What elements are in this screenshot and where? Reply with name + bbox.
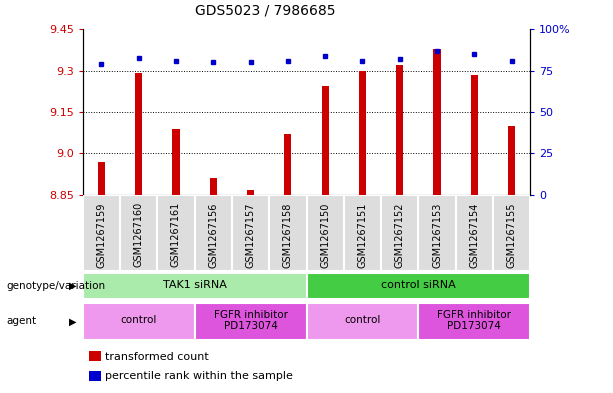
Text: ▶: ▶ (69, 281, 77, 291)
Text: genotype/variation: genotype/variation (6, 281, 105, 291)
Bar (83, 303, 195, 340)
Bar (455, 195, 493, 271)
Bar (269, 195, 306, 271)
Bar (306, 195, 344, 271)
Bar (195, 195, 232, 271)
Bar (210, 178, 217, 195)
Text: control: control (345, 316, 381, 325)
Text: transformed count: transformed count (105, 351, 209, 362)
Bar (306, 303, 418, 340)
Bar (396, 65, 403, 195)
Text: control siRNA: control siRNA (381, 280, 455, 290)
Bar (306, 273, 530, 299)
Bar (359, 71, 366, 195)
Text: ▶: ▶ (69, 316, 77, 326)
Text: FGFR inhibitor
PD173074: FGFR inhibitor PD173074 (213, 310, 287, 331)
Bar (418, 303, 530, 340)
Text: GSM1267151: GSM1267151 (357, 202, 367, 268)
Bar (120, 195, 158, 271)
Bar (172, 129, 180, 195)
Text: GSM1267155: GSM1267155 (506, 202, 517, 268)
Text: TAK1 siRNA: TAK1 siRNA (162, 280, 227, 290)
Text: GSM1267158: GSM1267158 (283, 202, 293, 268)
Text: agent: agent (6, 316, 36, 326)
Bar (98, 162, 105, 195)
Bar (284, 134, 291, 195)
Bar (508, 126, 515, 195)
Text: GSM1267159: GSM1267159 (96, 202, 107, 268)
Text: control: control (121, 316, 157, 325)
Text: GSM1267157: GSM1267157 (246, 202, 256, 268)
Bar (158, 195, 195, 271)
Text: GDS5023 / 7986685: GDS5023 / 7986685 (195, 4, 335, 18)
Bar (247, 190, 254, 195)
Bar (433, 49, 441, 195)
Bar (232, 195, 269, 271)
Text: FGFR inhibitor
PD173074: FGFR inhibitor PD173074 (437, 310, 511, 331)
Text: GSM1267152: GSM1267152 (395, 202, 405, 268)
Bar (322, 86, 329, 195)
Text: GSM1267154: GSM1267154 (470, 202, 479, 268)
Text: GSM1267156: GSM1267156 (208, 202, 218, 268)
Bar (83, 195, 120, 271)
Text: GSM1267150: GSM1267150 (320, 202, 330, 268)
Bar (195, 303, 306, 340)
Bar (493, 195, 530, 271)
Bar (418, 195, 455, 271)
Text: GSM1267160: GSM1267160 (134, 202, 143, 268)
Text: GSM1267161: GSM1267161 (171, 202, 181, 268)
Text: percentile rank within the sample: percentile rank within the sample (105, 371, 293, 382)
Text: GSM1267153: GSM1267153 (432, 202, 442, 268)
Bar (471, 75, 478, 195)
Bar (344, 195, 381, 271)
Bar (83, 273, 306, 299)
Bar (135, 73, 142, 195)
Bar (381, 195, 418, 271)
